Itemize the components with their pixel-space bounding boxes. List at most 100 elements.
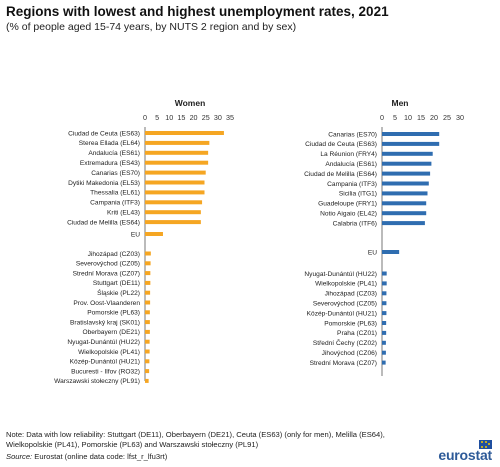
men-bar-low-1 bbox=[382, 281, 387, 286]
men-panel-title: Men bbox=[392, 98, 409, 108]
women-category-label-eu-0: EU bbox=[131, 231, 140, 238]
women-category-label-high-9: Ciudad de Melilla (ES64) bbox=[67, 219, 140, 226]
men-category-label-high-2: La Réunion (FRY4) bbox=[320, 151, 377, 158]
men-category-label-low-5: Pomorskie (PL63) bbox=[324, 320, 377, 327]
women-bar-high-5 bbox=[145, 180, 205, 185]
women-category-label-low-6: Pomorskie (PL63) bbox=[87, 310, 140, 317]
men-category-label-low-7: Střední Čechy (CZ02) bbox=[313, 338, 377, 347]
women-category-label-low-13: Warszawski stołeczny (PL91) bbox=[54, 378, 140, 385]
women-category-label-high-2: Andalucía (ES61) bbox=[88, 150, 140, 157]
men-bar-high-2 bbox=[382, 151, 433, 156]
men-bar-high-3 bbox=[382, 161, 432, 166]
men-tick-label: 15 bbox=[417, 113, 425, 122]
women-category-label-low-0: Jihozápad (CZ03) bbox=[88, 251, 140, 258]
men-category-label-low-0: Nyugat-Dunántúl (HU22) bbox=[304, 271, 377, 278]
chart-title: Regions with lowest and highest unemploy… bbox=[6, 4, 389, 19]
women-tick-label: 10 bbox=[165, 113, 173, 122]
women-tick-label: 30 bbox=[214, 113, 222, 122]
men-bar-low-7 bbox=[382, 340, 386, 345]
source-line: Source: Eurostat (online data code: lfst… bbox=[6, 452, 167, 461]
men-bar-eu-0 bbox=[382, 250, 400, 254]
men-bar-high-9 bbox=[382, 221, 425, 226]
men-category-label-low-3: Severovýchod (CZ05) bbox=[313, 301, 377, 308]
men-bar-high-5 bbox=[382, 181, 429, 186]
men-tick-label: 0 bbox=[380, 113, 384, 122]
women-bar-low-9 bbox=[145, 339, 150, 344]
women-tick-label: 5 bbox=[155, 113, 159, 122]
women-bar-low-4 bbox=[145, 290, 151, 295]
men-category-label-high-7: Guadeloupe (FRY1) bbox=[318, 201, 377, 208]
women-bar-high-8 bbox=[145, 210, 201, 215]
women-tick-label: 0 bbox=[143, 113, 147, 122]
women-bar-high-2 bbox=[145, 150, 209, 155]
men-category-label-low-9: Strední Morava (CZ07) bbox=[310, 360, 377, 367]
women-category-label-low-12: Bucuresti - Ilfov (RO32) bbox=[71, 368, 140, 375]
men-bar-low-0 bbox=[382, 271, 387, 276]
men-category-label-low-1: Wielkopolskie (PL41) bbox=[315, 281, 377, 288]
eu-flag-icon bbox=[479, 440, 492, 449]
women-category-label-low-7: Bratislavský kraj (SK01) bbox=[70, 319, 140, 326]
women-category-label-high-7: Campania (ITF3) bbox=[90, 200, 140, 207]
women-bar-high-1 bbox=[145, 140, 210, 145]
men-bar-low-3 bbox=[382, 301, 387, 306]
women-bar-high-9 bbox=[145, 220, 201, 225]
women-category-label-low-1: Severovýchod (CZ05) bbox=[76, 261, 140, 268]
note-text: Note: Data with low reliability: Stuttga… bbox=[6, 430, 385, 449]
women-bar-low-3 bbox=[145, 280, 151, 285]
women-category-label-low-4: Śląskie (PL22) bbox=[97, 288, 140, 297]
men-category-label-low-4: Közép-Dunántúl (HU21) bbox=[307, 310, 377, 317]
women-bar-high-4 bbox=[145, 170, 206, 175]
women-tick-label: 25 bbox=[202, 113, 210, 122]
women-bar-low-7 bbox=[145, 320, 150, 325]
women-category-label-high-4: Canarias (ES70) bbox=[91, 170, 140, 177]
women-category-label-high-6: Thessalia (EL61) bbox=[90, 190, 140, 197]
men-bar-high-8 bbox=[382, 211, 427, 216]
women-category-label-high-5: Dytiki Makedonia (EL53) bbox=[68, 180, 140, 187]
women-category-label-low-2: Strední Morava (CZ07) bbox=[73, 270, 140, 277]
men-bar-high-6 bbox=[382, 191, 428, 196]
men-category-label-low-2: Jihozápad (CZ03) bbox=[325, 291, 377, 298]
women-category-label-low-5: Prov. Oost-Vlaanderen bbox=[73, 300, 140, 307]
chart-subtitle: (% of people aged 15-74 years, by NUTS 2… bbox=[6, 21, 297, 33]
men-category-label-high-0: Canarias (ES70) bbox=[328, 131, 377, 138]
women-category-label-low-8: Oberbayern (DE21) bbox=[82, 329, 140, 336]
men-bar-low-8 bbox=[382, 350, 386, 355]
women-bar-low-10 bbox=[145, 349, 150, 354]
women-category-label-high-8: Kriti (EL43) bbox=[107, 210, 140, 217]
women-bar-high-6 bbox=[145, 190, 205, 195]
men-bar-high-0 bbox=[382, 132, 440, 136]
eurostat-logo: eurostat bbox=[438, 447, 492, 463]
men-tick-label: 10 bbox=[404, 113, 412, 122]
men-category-label-high-1: Ciudad de Ceuta (ES63) bbox=[305, 141, 377, 148]
women-bar-eu-0 bbox=[145, 232, 163, 236]
women-bar-low-2 bbox=[145, 271, 151, 276]
women-bar-low-8 bbox=[145, 329, 150, 334]
women-tick-label: 20 bbox=[190, 113, 198, 122]
women-category-label-high-1: Sterea Ellada (EL64) bbox=[79, 140, 140, 147]
women-bar-high-3 bbox=[145, 160, 209, 165]
women-bar-high-0 bbox=[145, 131, 224, 135]
women-category-label-low-11: Közép-Dunántúl (HU21) bbox=[70, 359, 140, 366]
men-category-label-high-9: Calabria (ITF6) bbox=[333, 220, 377, 227]
women-bar-high-7 bbox=[145, 200, 203, 205]
women-category-label-low-10: Wielkopolskie (PL41) bbox=[78, 349, 140, 356]
men-bar-high-7 bbox=[382, 201, 427, 206]
men-bar-low-5 bbox=[382, 321, 387, 325]
men-tick-label: 25 bbox=[443, 113, 451, 122]
men-category-label-high-8: Notio Aigaio (EL42) bbox=[320, 211, 377, 218]
men-bar-low-9 bbox=[382, 360, 386, 365]
women-tick-label: 15 bbox=[177, 113, 185, 122]
men-bar-high-4 bbox=[382, 171, 431, 176]
source-label: Source: bbox=[6, 452, 33, 461]
men-bar-low-6 bbox=[382, 330, 387, 335]
women-tick-label: 35 bbox=[226, 113, 234, 122]
men-bar-high-1 bbox=[382, 141, 440, 146]
men-category-label-low-8: Jihovýchod (CZ06) bbox=[322, 350, 377, 357]
men-bar-low-4 bbox=[382, 311, 387, 316]
men-tick-label: 5 bbox=[393, 113, 397, 122]
men-category-label-low-6: Praha (CZ01) bbox=[337, 330, 377, 337]
men-category-label-high-3: Andalucía (ES61) bbox=[325, 161, 377, 168]
source-text: Eurostat (online data code: lfst_r_lfu3r… bbox=[32, 452, 168, 461]
men-tick-label: 20 bbox=[430, 113, 438, 122]
